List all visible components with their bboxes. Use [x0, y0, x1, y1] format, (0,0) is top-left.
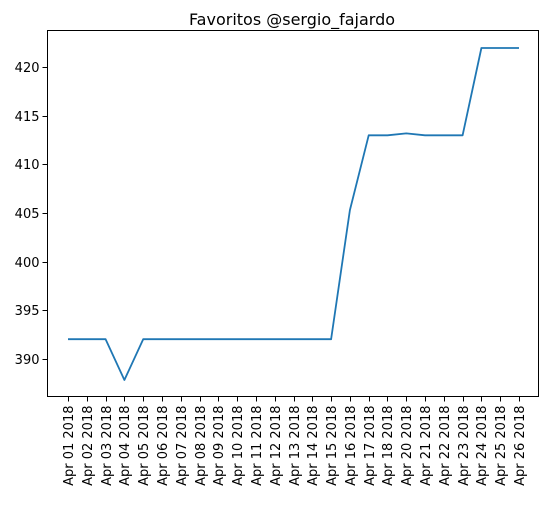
y-tick-label: 410 [15, 158, 40, 173]
x-tick-label: Apr 08 2018 [194, 406, 209, 486]
x-axis-ticks: Apr 01 2018 Apr 02 2018 Apr 03 2018 Apr 04 … [62, 396, 528, 486]
series-line [68, 47, 519, 381]
x-tick-label: Apr 04 2018 [118, 406, 133, 486]
x-tick-label: Apr 26 2018 [513, 406, 528, 486]
x-tick-label: Apr 24 2018 [475, 406, 490, 486]
x-tick-label: Apr 18 2018 [381, 406, 396, 486]
x-tick-label: Apr 10 2018 [231, 406, 246, 486]
x-tick-label: Apr 11 2018 [250, 406, 265, 486]
y-tick-label: 390 [15, 353, 40, 368]
x-tick-label: Apr 25 2018 [494, 406, 509, 486]
x-tick-label: Apr 13 2018 [288, 406, 303, 486]
x-tick-label: Apr 02 2018 [81, 406, 96, 486]
x-tick-label: Apr 12 2018 [269, 406, 284, 486]
x-tick-label: Apr 17 2018 [363, 406, 378, 486]
x-tick-label: Apr 05 2018 [137, 406, 152, 486]
y-tick-label: 400 [15, 256, 40, 271]
x-tick-label: Apr 23 2018 [457, 406, 472, 486]
x-tick-label: Apr 06 2018 [156, 406, 171, 486]
y-axis-ticks: 390 395 400 405 410 415 420 [15, 61, 48, 368]
x-tick-label: Apr 20 2018 [400, 406, 415, 486]
x-tick-label: Apr 01 2018 [62, 406, 77, 486]
x-tick-label: Apr 15 2018 [325, 406, 340, 486]
y-tick-label: 415 [15, 110, 40, 125]
x-tick-label: Apr 21 2018 [419, 406, 434, 486]
chart-title: Favoritos @sergio_fajardo [189, 10, 395, 30]
y-tick-label: 420 [15, 61, 40, 76]
x-tick-label: Apr 09 2018 [212, 406, 227, 486]
y-tick-label: 405 [15, 207, 40, 222]
x-tick-label: Apr 07 2018 [175, 406, 190, 486]
x-tick-label: Apr 03 2018 [100, 406, 115, 486]
x-tick-label: Apr 14 2018 [306, 406, 321, 486]
y-tick-label: 395 [15, 304, 40, 319]
plot-frame [47, 30, 539, 397]
x-tick-label: Apr 16 2018 [344, 406, 359, 486]
x-tick-label: Apr 22 2018 [438, 406, 453, 486]
